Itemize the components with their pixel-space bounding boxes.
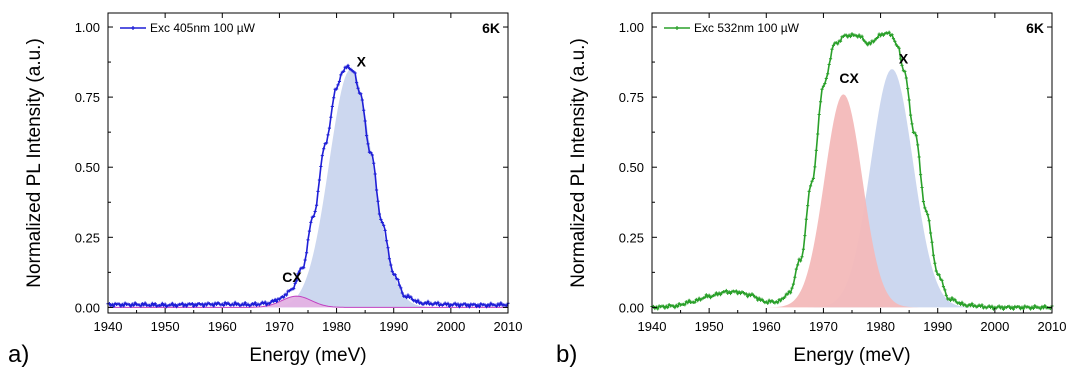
y-tick-label: 0.50 bbox=[619, 160, 644, 175]
x-tick-label: 1990 bbox=[923, 319, 952, 334]
x-tick-label: 2000 bbox=[980, 319, 1009, 334]
y-tick-label: 0.00 bbox=[75, 300, 100, 315]
series-markers bbox=[106, 63, 510, 309]
panel-label: b) bbox=[556, 341, 577, 368]
peak-label-cx: CX bbox=[839, 70, 859, 86]
x-tick-label: 1960 bbox=[208, 319, 237, 334]
peak-label-cx: CX bbox=[282, 269, 302, 285]
legend: Exc 532nm 100 µW bbox=[664, 21, 800, 35]
y-tick-label: 1.00 bbox=[75, 20, 100, 35]
fit-area-x bbox=[108, 69, 508, 308]
fit-area-cx bbox=[108, 296, 508, 308]
legend-marker bbox=[675, 26, 679, 30]
legend-marker bbox=[131, 26, 135, 30]
peak-label-x: X bbox=[357, 53, 367, 69]
tick-layer: 1940 1950 1960 1970 1980 1990 2000 2010 0.00 0.25… bbox=[619, 13, 1067, 334]
annotation-layer: X CX bbox=[282, 53, 366, 285]
fit-fills bbox=[652, 69, 1052, 308]
y-tick-label: 1.00 bbox=[619, 20, 644, 35]
plot-frame bbox=[107, 12, 509, 314]
x-axis-title: Energy (meV) bbox=[249, 345, 366, 366]
legend-label: Exc 532nm 100 µW bbox=[694, 21, 800, 35]
temperature-label: 6K bbox=[1026, 20, 1044, 36]
x-tick-label: 1940 bbox=[94, 319, 123, 334]
x-tick-label: 1950 bbox=[695, 319, 724, 334]
x-tick-label: 1970 bbox=[265, 319, 294, 334]
series-line bbox=[107, 63, 509, 309]
peak-label-x: X bbox=[899, 50, 909, 66]
annotation-layer: X CX bbox=[839, 50, 908, 86]
series-layer bbox=[650, 30, 1054, 311]
panel-b: 1940 1950 1960 1970 1980 1990 2000 2010 0.00 0.25… bbox=[556, 12, 1067, 368]
fit-area-cx bbox=[652, 94, 1052, 308]
y-axis-title: Normalized PL Intensity (a.u.) bbox=[24, 38, 45, 288]
x-tick-label: 2010 bbox=[494, 319, 523, 334]
fit-outline-cx bbox=[108, 295, 508, 308]
x-tick-label: 1990 bbox=[379, 319, 408, 334]
y-tick-label: 0.75 bbox=[75, 90, 100, 105]
x-tick-label: 2000 bbox=[436, 319, 465, 334]
x-tick-label: 1940 bbox=[638, 319, 667, 334]
panel-a: 1940 1950 1960 1970 1980 1990 2000 2010 0.00 0.25… bbox=[8, 12, 523, 368]
fit-fills bbox=[108, 69, 508, 308]
y-tick-label: 0.50 bbox=[75, 160, 100, 175]
temperature-label: 6K bbox=[482, 20, 500, 36]
x-tick-label: 1980 bbox=[866, 319, 895, 334]
x-tick-label: 1970 bbox=[809, 319, 838, 334]
x-axis-title: Energy (meV) bbox=[793, 345, 910, 366]
y-tick-label: 0.75 bbox=[619, 90, 644, 105]
x-tick-label: 1980 bbox=[322, 319, 351, 334]
y-tick-label: 0.25 bbox=[75, 230, 100, 245]
x-tick-label: 2010 bbox=[1038, 319, 1067, 334]
y-tick-label: 0.00 bbox=[619, 300, 644, 315]
y-axis-title: Normalized PL Intensity (a.u.) bbox=[568, 38, 589, 288]
series-layer bbox=[106, 63, 510, 309]
x-tick-label: 1950 bbox=[151, 319, 180, 334]
y-tick-label: 0.25 bbox=[619, 230, 644, 245]
tick-layer: 1940 1950 1960 1970 1980 1990 2000 2010 0.00 0.25… bbox=[75, 13, 523, 334]
legend: Exc 405nm 100 µW bbox=[120, 21, 256, 35]
legend-label: Exc 405nm 100 µW bbox=[150, 21, 256, 35]
panel-label: a) bbox=[8, 341, 29, 368]
x-tick-label: 1960 bbox=[752, 319, 781, 334]
